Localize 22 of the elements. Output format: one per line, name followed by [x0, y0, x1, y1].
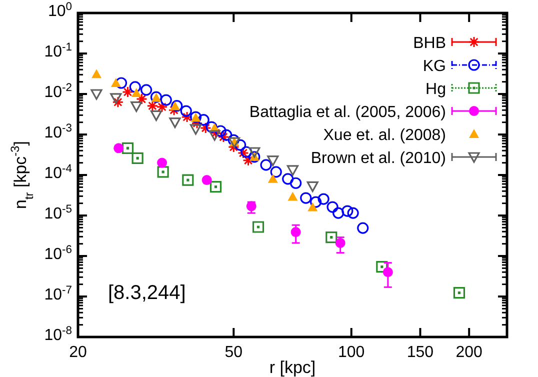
legend-label: KG	[422, 58, 446, 75]
legend-label: Brown et al. (2010)	[310, 150, 446, 167]
annotation: [8.3,244]	[108, 282, 186, 304]
x-tick-label: 200	[456, 344, 483, 361]
y-tick-label: 10$^{-7}$	[44, 284, 72, 304]
legend-label: Battaglia et al. (2005, 2006)	[249, 104, 446, 121]
y-tick-label: 10$^{-3}$	[44, 122, 72, 142]
x-tick-label: 50	[224, 344, 243, 361]
y-tick-label: 10$^{-1}$	[44, 42, 72, 60]
legend-label: Xue et. al. (2008)	[323, 127, 446, 144]
legend-label: BHB	[413, 35, 446, 52]
x-tick-label: 100	[338, 344, 365, 361]
legend-label: Hg	[426, 81, 446, 98]
x-axis-title: r [kpc]	[269, 358, 316, 377]
y-tick-label: 10$^{-4}$	[44, 163, 72, 182]
x-tick-label: 150	[406, 344, 434, 361]
y-tick-label: 10$^{-8}$	[44, 325, 72, 344]
x-tick-label: 20	[69, 344, 87, 361]
y-tick-label: 10$^{-6}$	[44, 244, 72, 263]
y-tick-label: 10$^{0}$	[48, 1, 72, 20]
y-tick-label: 10$^{-2}$	[44, 82, 72, 101]
y-tick-label: 10$^{-5}$	[44, 204, 72, 222]
